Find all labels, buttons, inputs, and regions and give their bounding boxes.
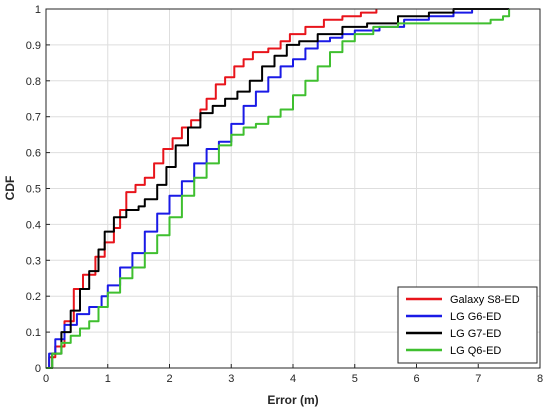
y-tick-label: 0.4: [26, 219, 41, 231]
series-lines: [46, 8, 511, 369]
x-tick-label: 3: [228, 373, 234, 385]
x-axis-ticks: 0 1 2 3 4 5 6 7 8: [43, 364, 543, 385]
x-tick-label: 2: [166, 373, 172, 385]
y-tick-label: 0.2: [26, 291, 41, 303]
x-tick-label: 4: [290, 373, 296, 385]
series-line-2: [46, 8, 510, 369]
y-tick-label: 0.3: [26, 255, 41, 267]
y-axis-ticks: 0 0.1 0.2 0.3 0.4 0.5 0.6 0.7 0.8 0.9 1: [26, 4, 50, 375]
y-tick-label: 0.5: [26, 184, 41, 196]
series-line-0: [46, 9, 378, 369]
legend: Galaxy S8-ED LG G6-ED LG G7-ED LG Q6-ED: [397, 286, 538, 364]
legend-label: LG G7-ED: [450, 328, 501, 340]
x-tick-label: 1: [105, 373, 111, 385]
y-tick-label: 0.7: [26, 112, 41, 124]
y-tick-label: 0.1: [26, 327, 41, 339]
y-axis-label: CDF: [3, 176, 17, 201]
x-tick-label: 7: [475, 373, 481, 385]
x-tick-label: 0: [43, 373, 49, 385]
x-tick-label: 6: [413, 373, 419, 385]
x-tick-label: 8: [537, 373, 543, 385]
x-tick-label: 5: [352, 373, 358, 385]
legend-label: LG Q6-ED: [450, 345, 501, 357]
series-line-3: [46, 9, 511, 369]
y-tick-label: 0.6: [26, 148, 41, 160]
legend-label: Galaxy S8-ED: [450, 294, 520, 306]
y-tick-label: 1: [35, 4, 41, 16]
x-axis-label: Error (m): [267, 393, 318, 407]
y-tick-label: 0: [35, 363, 41, 375]
y-tick-label: 0.8: [26, 76, 41, 88]
y-tick-label: 0.9: [26, 40, 41, 52]
legend-label: LG G6-ED: [450, 311, 501, 323]
